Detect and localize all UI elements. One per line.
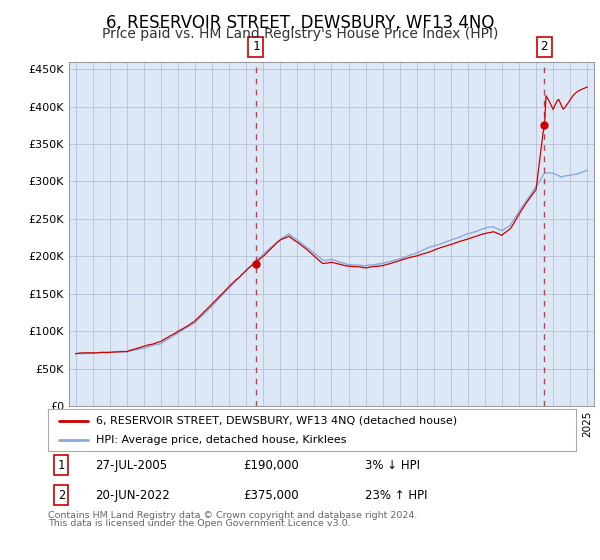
Text: 6, RESERVOIR STREET, DEWSBURY, WF13 4NQ (detached house): 6, RESERVOIR STREET, DEWSBURY, WF13 4NQ … [95,416,457,426]
Text: This data is licensed under the Open Government Licence v3.0.: This data is licensed under the Open Gov… [48,519,350,528]
Text: £375,000: £375,000 [244,488,299,502]
Text: HPI: Average price, detached house, Kirklees: HPI: Average price, detached house, Kirk… [95,435,346,445]
Text: 2: 2 [58,488,65,502]
Text: Price paid vs. HM Land Registry's House Price Index (HPI): Price paid vs. HM Land Registry's House … [102,27,498,41]
Text: 2: 2 [541,40,548,53]
Text: Contains HM Land Registry data © Crown copyright and database right 2024.: Contains HM Land Registry data © Crown c… [48,511,418,520]
Text: 6, RESERVOIR STREET, DEWSBURY, WF13 4NQ: 6, RESERVOIR STREET, DEWSBURY, WF13 4NQ [106,14,494,32]
Text: 23% ↑ HPI: 23% ↑ HPI [365,488,427,502]
Text: 20-JUN-2022: 20-JUN-2022 [95,488,170,502]
Text: £190,000: £190,000 [244,459,299,472]
Text: 27-JUL-2005: 27-JUL-2005 [95,459,167,472]
Text: 3% ↓ HPI: 3% ↓ HPI [365,459,420,472]
Text: 1: 1 [58,459,65,472]
Text: 1: 1 [252,40,260,53]
